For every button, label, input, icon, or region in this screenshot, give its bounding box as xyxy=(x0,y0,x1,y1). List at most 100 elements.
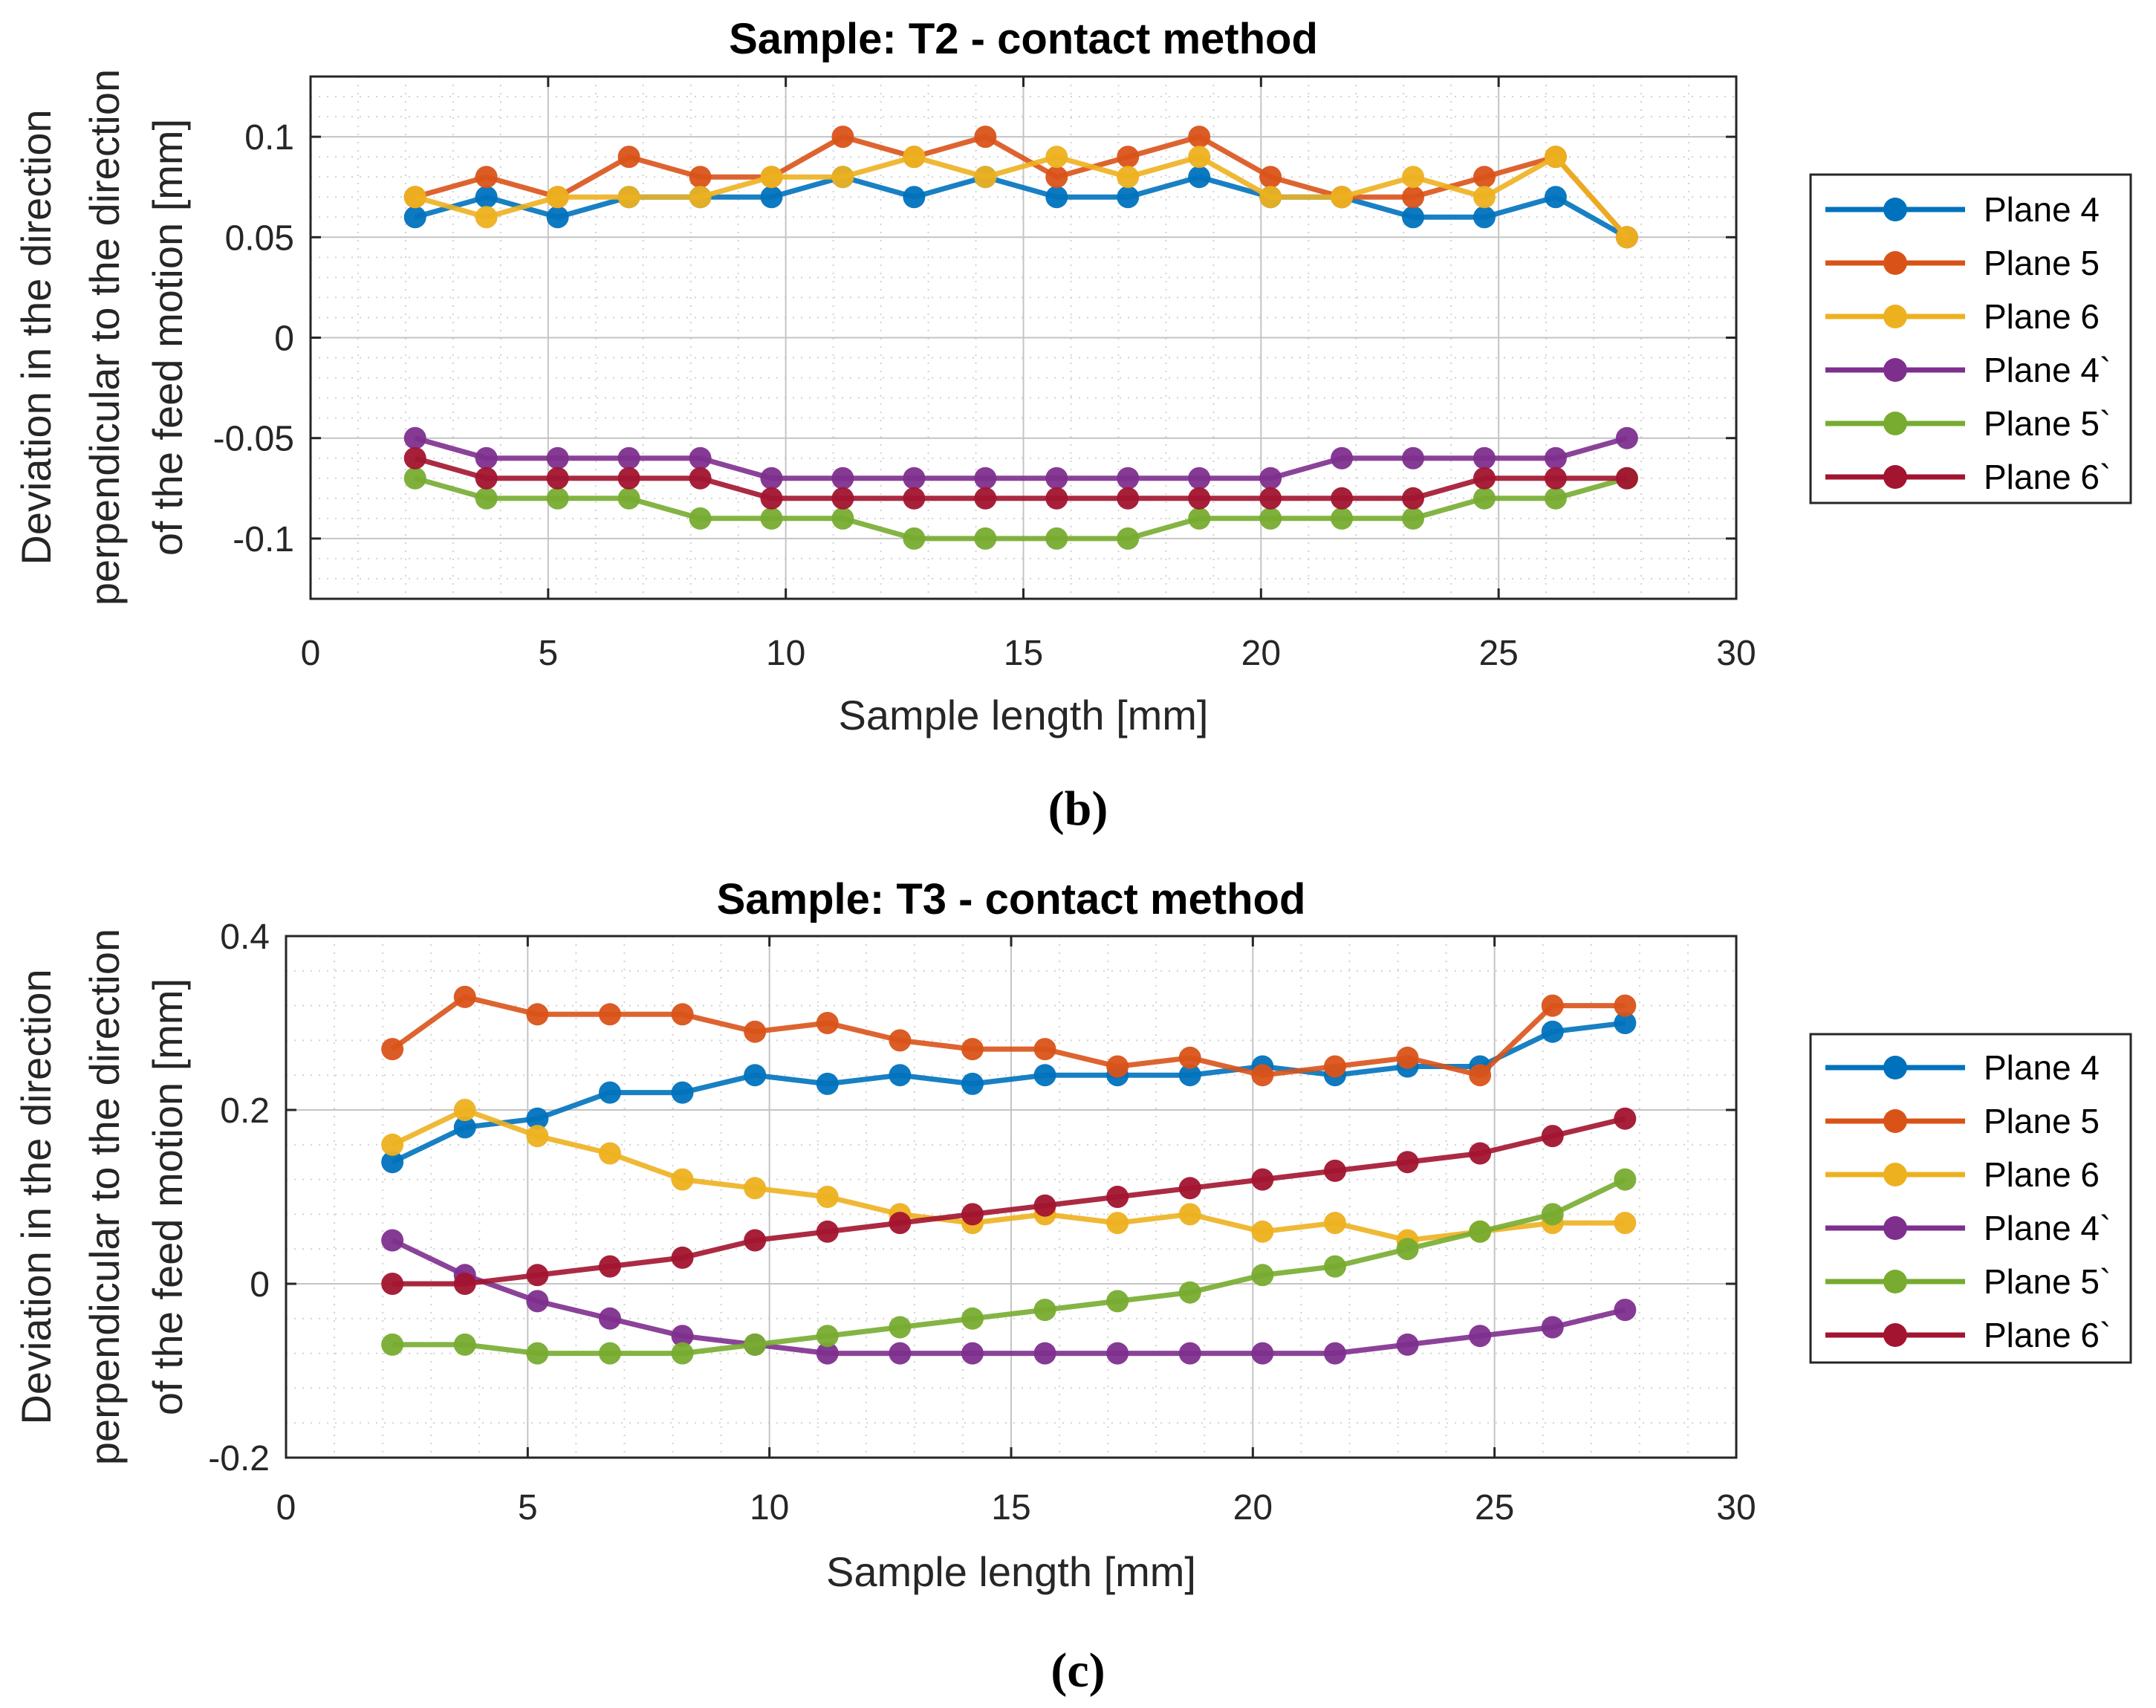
data-point xyxy=(617,467,640,490)
data-point xyxy=(760,166,783,189)
data-point xyxy=(1106,1342,1129,1365)
data-point xyxy=(1323,1055,1346,1078)
data-point xyxy=(1106,1055,1129,1078)
legend-label: Plane 4 xyxy=(1984,1048,2100,1087)
legend-label: Plane 4` xyxy=(1984,1209,2111,1247)
data-point xyxy=(598,1003,621,1026)
data-point xyxy=(889,1316,912,1339)
data-point xyxy=(889,1064,912,1087)
y-tick-label: -0.2 xyxy=(208,1439,270,1478)
data-point xyxy=(1117,146,1140,169)
series-line xyxy=(391,994,1626,1078)
data-point xyxy=(1251,1220,1274,1243)
data-point xyxy=(403,467,426,490)
legend-label: Plane 6 xyxy=(1984,297,2100,336)
data-point xyxy=(689,467,712,490)
legend-swatch-marker xyxy=(1883,412,1907,435)
data-point xyxy=(1106,1186,1129,1208)
series-5 xyxy=(381,1107,1637,1295)
series-line xyxy=(391,1238,1626,1357)
x-tick-label: 30 xyxy=(1716,634,1756,673)
data-point xyxy=(1544,146,1567,169)
legend-entry: Plane 4 xyxy=(1825,1048,2100,1087)
data-point xyxy=(381,1229,404,1252)
data-point xyxy=(961,1342,984,1365)
data-point xyxy=(816,1012,839,1034)
data-point xyxy=(475,467,498,490)
data-point xyxy=(1396,1151,1419,1174)
series-5 xyxy=(403,447,1638,510)
x-tick-label: 25 xyxy=(1475,1488,1514,1527)
data-point xyxy=(1396,1238,1419,1261)
data-point xyxy=(816,1220,839,1243)
data-point xyxy=(1402,206,1425,229)
data-point xyxy=(1615,426,1638,449)
data-point xyxy=(1033,1064,1056,1087)
series-line xyxy=(414,455,1627,501)
data-point xyxy=(689,447,712,470)
data-point xyxy=(1331,447,1354,470)
data-point xyxy=(453,1333,476,1356)
data-point xyxy=(1469,1142,1492,1165)
legend-swatch-marker xyxy=(1883,251,1907,275)
data-point xyxy=(760,487,783,510)
data-point xyxy=(671,1003,694,1026)
legend-label: Plane 4 xyxy=(1984,190,2100,229)
data-point xyxy=(831,467,854,490)
legend-box xyxy=(1809,173,2132,504)
legend-label: Plane 5` xyxy=(1984,1262,2111,1301)
data-point xyxy=(1469,1220,1492,1243)
data-point xyxy=(617,146,640,169)
data-point xyxy=(889,1212,912,1235)
data-point xyxy=(546,447,569,470)
series-line xyxy=(392,1116,1626,1287)
data-point xyxy=(671,1246,694,1269)
data-point xyxy=(1614,994,1637,1017)
y-axis-label-line: of the feed motion [mm] xyxy=(144,978,191,1415)
data-point xyxy=(1544,186,1567,209)
data-point xyxy=(617,447,640,470)
chart-0: Sample: T2 - contact method 0 5 10 15 20 25 30 0… xyxy=(13,15,2132,836)
data-point xyxy=(598,1342,621,1365)
data-point xyxy=(546,206,569,229)
x-tick-label: 10 xyxy=(766,634,805,673)
series-line xyxy=(414,475,1628,542)
data-point xyxy=(1614,1107,1637,1130)
data-point xyxy=(903,146,926,169)
x-tick-label: 15 xyxy=(991,1488,1030,1527)
data-point xyxy=(1178,1281,1201,1304)
y-axis-label-line: perpendicular to the direction xyxy=(81,929,128,1465)
data-point xyxy=(1396,1046,1419,1069)
data-point xyxy=(903,527,926,550)
chart-1: Sample: T3 - contact method 0 5 10 15 20 25 30 0… xyxy=(13,875,2132,1698)
data-point xyxy=(831,507,854,530)
data-point xyxy=(526,1290,549,1313)
data-point xyxy=(526,1264,549,1287)
series-line xyxy=(391,1107,1626,1243)
data-point xyxy=(974,487,997,510)
data-point xyxy=(1402,487,1425,510)
data-point xyxy=(1541,1020,1564,1043)
data-point xyxy=(1323,1255,1346,1278)
data-point xyxy=(671,1168,694,1191)
y-axis-label-line: of the feed motion [mm] xyxy=(144,119,191,556)
legend-label: Plane 6` xyxy=(1984,1316,2111,1354)
data-point xyxy=(381,1038,404,1061)
x-axis-label: Sample length [mm] xyxy=(839,692,1209,738)
data-point xyxy=(453,985,476,1008)
data-point xyxy=(1614,1299,1637,1322)
legend-swatch-marker xyxy=(1883,1163,1907,1186)
y-tick-label: 0.4 xyxy=(220,918,270,957)
data-point xyxy=(1117,467,1140,490)
data-point xyxy=(598,1142,621,1165)
data-point xyxy=(671,1081,694,1104)
x-tick-label: 25 xyxy=(1478,634,1518,673)
data-point xyxy=(1331,186,1354,209)
legend-box xyxy=(1809,1033,2132,1364)
data-point xyxy=(453,1273,476,1295)
series-line xyxy=(414,154,1629,239)
x-tick-label: 10 xyxy=(750,1488,789,1527)
data-point xyxy=(1188,166,1211,189)
data-point xyxy=(1251,1168,1274,1191)
series-3 xyxy=(403,426,1638,490)
